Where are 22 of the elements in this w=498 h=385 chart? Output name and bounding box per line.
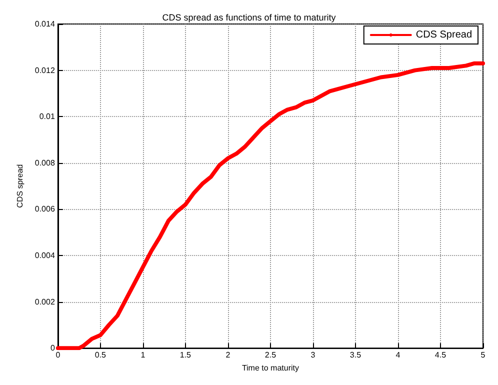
x-tick-label: 1.5 — [180, 350, 192, 360]
y-axis-title: CDS spread — [16, 164, 24, 208]
x-tick-label: 4.5 — [434, 350, 447, 360]
y-tick-label: 0.006 — [34, 204, 56, 214]
x-tick-label: 2 — [226, 350, 231, 360]
legend-label: CDS Spread — [416, 30, 472, 40]
y-tick-label: 0.008 — [34, 158, 56, 168]
x-tick-label: 1 — [140, 350, 146, 360]
chart-title: CDS spread as functions of time to maturity — [162, 12, 336, 22]
y-tick-label: 0 — [50, 344, 56, 353]
x-tick-label: 3.5 — [350, 350, 362, 360]
y-tick-label: 0.004 — [34, 251, 56, 260]
x-tick-label: 2.5 — [264, 350, 277, 360]
x-tick-label: 5 — [480, 350, 486, 360]
y-tick-label: 0.012 — [34, 66, 56, 75]
y-tick-label: 0.01 — [39, 112, 56, 122]
x-axis-title: Time to maturity — [242, 364, 299, 372]
y-tick-label: 0.002 — [34, 297, 56, 306]
x-tick-label: 4 — [396, 350, 401, 360]
x-tick-label: 3 — [310, 350, 316, 360]
x-tick-label: 0.5 — [94, 350, 107, 360]
y-tick-label: 0.014 — [34, 20, 56, 28]
